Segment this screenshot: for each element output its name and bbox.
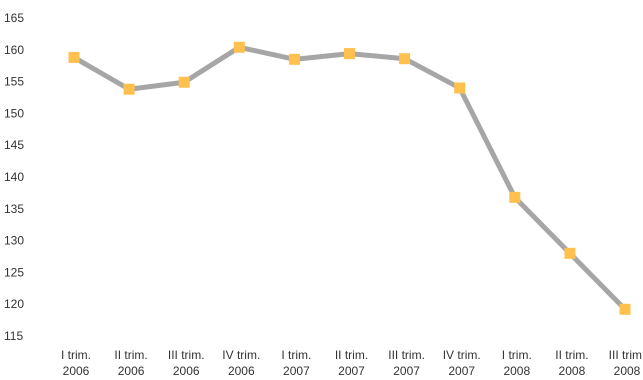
x-tick-label-quarter: I trim. (281, 348, 311, 362)
y-tick-label: 115 (4, 329, 23, 343)
y-axis: 115 120 125 130 135 140 145 150 155 160 165 (4, 11, 24, 343)
x-tick-label: II trim. 2008 (555, 348, 588, 378)
y-tick-label: 150 (4, 106, 24, 120)
y-tick-label: 130 (4, 234, 24, 248)
y-tick-label: 145 (4, 138, 24, 152)
x-tick-label: I trim. 2007 (281, 348, 311, 378)
y-tick-label: 125 (4, 265, 24, 279)
x-tick-label: III trim. 2008 (609, 348, 643, 378)
x-tick-label: IV trim. 2007 (443, 348, 481, 378)
data-point-marker (68, 51, 80, 63)
x-tick-label-year: 2008 (503, 364, 530, 378)
y-tick-label: 120 (4, 297, 24, 311)
x-tick-label: II trim. 2007 (335, 348, 368, 378)
data-point-marker (233, 41, 245, 53)
x-tick-label-quarter: III trim. (168, 348, 205, 362)
x-tick-label: I trim. 2008 (502, 348, 532, 378)
data-point-marker (344, 48, 355, 60)
x-tick-label: I trim. 2006 (61, 348, 91, 378)
data-point-marker (564, 247, 576, 259)
data-point-marker (288, 53, 300, 65)
data-point-marker (619, 303, 631, 315)
data-point-marker (399, 53, 411, 65)
series-line (71, 44, 628, 312)
data-point-marker (178, 76, 190, 88)
data-point-marker (123, 83, 135, 95)
y-tick-label: 165 (4, 11, 24, 25)
y-tick-label: 135 (4, 202, 24, 216)
data-point-marker (454, 82, 466, 94)
x-tick-label-year: 2006 (118, 364, 145, 378)
y-tick-label: 140 (4, 170, 24, 184)
y-tick-label: 155 (4, 75, 24, 89)
x-tick-label-quarter: II trim. (335, 348, 368, 362)
data-point-marker (509, 191, 521, 203)
x-tick-label-quarter: II trim. (555, 348, 588, 362)
x-tick-label-year: 2007 (338, 364, 365, 378)
x-tick-label-year: 2007 (393, 364, 420, 378)
x-tick-label-year: 2007 (448, 364, 475, 378)
x-tick-label-quarter: I trim. (61, 348, 91, 362)
x-tick-label-quarter: III trim. (609, 348, 643, 362)
x-tick-label-quarter: I trim. (502, 348, 532, 362)
x-tick-label-quarter: II trim. (114, 348, 147, 362)
y-tick-label: 160 (4, 43, 24, 57)
x-tick-label: IV trim. 2006 (222, 348, 260, 378)
x-tick-label: II trim. 2006 (114, 348, 147, 378)
plot-area (68, 41, 631, 315)
x-tick-label-quarter: III trim. (388, 348, 425, 362)
x-tick-label-quarter: IV trim. (443, 348, 481, 362)
x-tick-label-year: 2008 (559, 364, 586, 378)
x-tick-label: III trim. 2006 (168, 348, 205, 378)
x-tick-label: III trim. 2007 (388, 348, 425, 378)
x-tick-label-year: 2006 (173, 364, 200, 378)
x-tick-label-year: 2007 (283, 364, 310, 378)
x-tick-label-year: 2008 (614, 364, 641, 378)
x-tick-label-quarter: IV trim. (222, 348, 260, 362)
x-tick-label-year: 2006 (228, 364, 255, 378)
x-tick-label-year: 2006 (63, 364, 90, 378)
